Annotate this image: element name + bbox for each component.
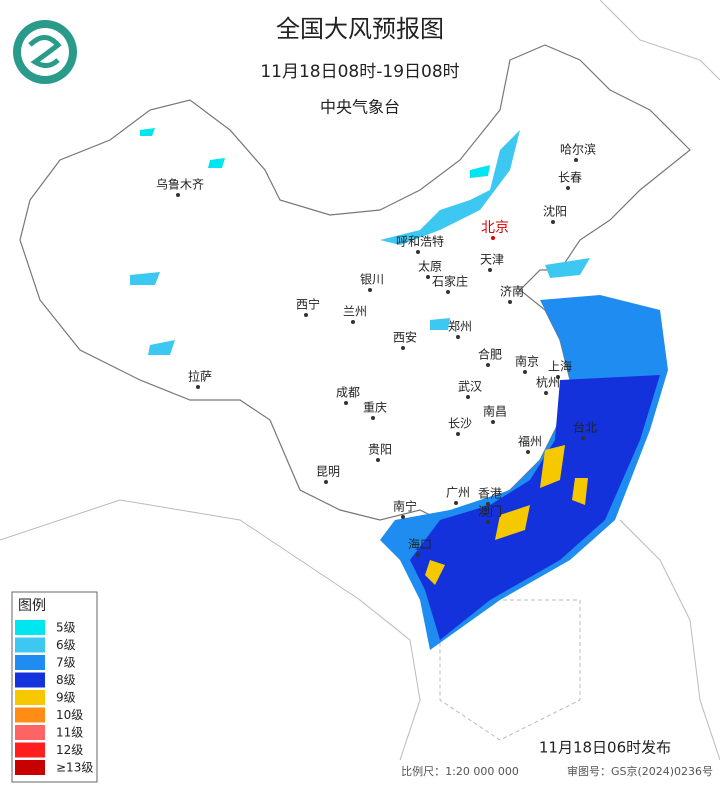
scale: 比例尺：1:20 000 000 — [401, 764, 519, 778]
legend-label: 10级 — [56, 708, 83, 722]
city-label: 长春 — [558, 171, 582, 185]
city-label: 昆明 — [316, 465, 340, 479]
city-label: 拉萨 — [188, 369, 212, 384]
city-label: 太原 — [418, 259, 442, 274]
approval: 审图号：GS京(2024)0236号 — [567, 764, 713, 778]
city-label: 乌鲁木齐 — [156, 177, 204, 192]
city-dot — [344, 401, 348, 405]
city-label: 武汉 — [458, 380, 482, 394]
city-dot — [426, 275, 430, 279]
legend-label: 12级 — [56, 743, 83, 757]
city-dot — [544, 391, 548, 395]
legend-swatch — [15, 690, 45, 705]
city-dot — [574, 158, 578, 162]
city-dot — [526, 450, 530, 454]
city-dot — [454, 501, 458, 505]
city-dot — [196, 385, 200, 389]
legend-label: ≥13级 — [56, 761, 93, 775]
city-labels: 哈尔滨长春沈阳 乌鲁木齐北京呼和浩特天津银川 太原石家庄济南西宁兰州郑州西安合肥 南京… — [156, 142, 597, 557]
city-dot — [556, 375, 560, 379]
city-label: 天津 — [480, 253, 504, 267]
city-label: 兰州 — [343, 305, 367, 319]
city-dot — [486, 363, 490, 367]
city-dot — [466, 395, 470, 399]
city-dot — [304, 313, 308, 317]
agency: 中央气象台 — [320, 98, 400, 117]
city-label: 香港 — [478, 487, 502, 501]
wind-areas — [130, 128, 668, 650]
city-dot — [371, 416, 375, 420]
city-label: 台北 — [573, 420, 597, 435]
city-label: 济南 — [500, 284, 524, 299]
city-dot — [486, 520, 490, 524]
city-dot — [401, 515, 405, 519]
city-dot — [581, 436, 585, 440]
city-dot — [416, 250, 420, 254]
city-dot — [488, 268, 492, 272]
legend-swatch — [15, 760, 45, 775]
city-dot — [176, 193, 180, 197]
city-label: 西宁 — [296, 297, 320, 312]
city-dot — [351, 320, 355, 324]
legend-label: 5级 — [56, 621, 76, 635]
legend-title: 图例 — [18, 598, 46, 614]
city-label: 重庆 — [363, 401, 387, 415]
legend-swatch — [15, 672, 45, 688]
city-dot — [376, 458, 380, 462]
city-label: 澳门 — [478, 504, 502, 519]
city-dot — [486, 502, 490, 506]
city-label: 北京 — [481, 220, 509, 236]
city-label: 哈尔滨 — [560, 142, 596, 157]
city-label: 南昌 — [483, 404, 507, 419]
legend-label: 7级 — [56, 656, 76, 670]
city-label: 长沙 — [448, 417, 472, 431]
legend-swatch — [15, 742, 45, 758]
city-label: 成都 — [336, 386, 360, 400]
city-label: 合肥 — [478, 347, 502, 362]
city-dot — [551, 220, 555, 224]
legend-swatch — [15, 707, 45, 723]
city-label: 银川 — [360, 273, 384, 287]
city-label: 杭州 — [536, 375, 560, 390]
legend-label: 6级 — [56, 638, 76, 652]
city-dot — [416, 553, 420, 557]
city-label: 西安 — [393, 330, 417, 345]
legend-swatch — [15, 655, 45, 670]
period: 11月18日08时-19日08时 — [260, 62, 459, 82]
city-label: 呼和浩特 — [396, 234, 444, 249]
city-dot — [368, 288, 372, 292]
city-dot — [456, 335, 460, 339]
legend-swatch — [15, 620, 45, 635]
city-dot — [401, 346, 405, 350]
city-label: 郑州 — [448, 319, 472, 334]
legend-label: 11级 — [56, 726, 83, 740]
city-label: 广州 — [446, 486, 470, 500]
city-label: 贵阳 — [368, 443, 392, 457]
city-dot — [523, 370, 527, 374]
legend-swatch — [15, 725, 45, 740]
city-label: 南京 — [515, 354, 539, 369]
city-label: 沈阳 — [543, 204, 567, 219]
legend-label: 9级 — [56, 691, 76, 705]
legend-swatch — [15, 637, 45, 653]
city-dot — [491, 420, 495, 424]
legend-label: 8级 — [56, 673, 76, 687]
issued: 11月18日06时发布 — [539, 739, 671, 757]
legend: 5级 6级 7级 8级 9级 10级 11级 12级 ≥13级 — [15, 620, 93, 775]
city-label: 石家庄 — [432, 274, 468, 289]
city-dot — [456, 432, 460, 436]
city-label: 福州 — [518, 434, 542, 449]
city-label: 海口 — [408, 537, 432, 552]
title: 全国大风预报图 — [276, 15, 444, 43]
city-label: 南宁 — [393, 499, 417, 514]
city-dot — [446, 290, 450, 294]
neighbor-outlines — [0, 0, 720, 761]
city-dot — [491, 236, 495, 240]
city-dot — [566, 186, 570, 190]
city-label: 上海 — [548, 359, 572, 374]
city-dot — [324, 480, 328, 484]
logo — [13, 20, 77, 84]
city-dot — [508, 300, 512, 304]
